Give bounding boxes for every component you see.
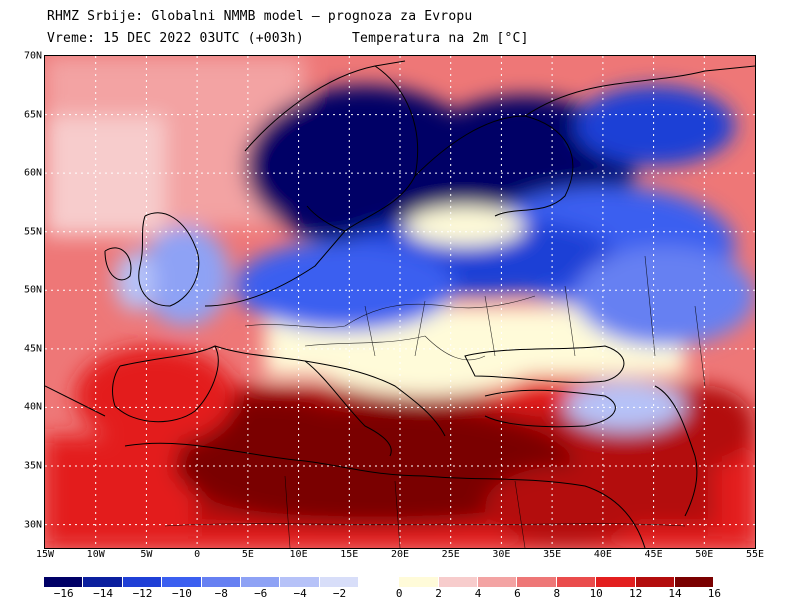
colorbar-tick-label: 2	[435, 587, 442, 600]
lon-label: 5W	[140, 549, 153, 560]
lat-label: 55N	[23, 226, 42, 238]
colorbar-tick-label: −4	[293, 587, 307, 600]
colorbar-swatch	[635, 577, 674, 587]
temperature-field	[45, 56, 755, 548]
lat-label: 70N	[23, 50, 42, 62]
colorbar-tick-label: −6	[254, 587, 268, 600]
colorbar-tick-label: 8	[553, 587, 561, 600]
colorbar-swatch	[596, 577, 635, 587]
lon-label: 10E	[289, 549, 308, 560]
lat-label: 35N	[23, 460, 42, 472]
lon-label: 35E	[543, 549, 562, 560]
colorbar-swatch	[478, 577, 517, 587]
colorbar-tick-label: −14	[93, 587, 114, 600]
colorbar-tick-label: 4	[474, 587, 482, 600]
colorbar-swatch	[319, 577, 359, 587]
lat-label: 45N	[23, 343, 42, 355]
colorbar-tick-label: 12	[628, 587, 643, 600]
lat-label: 65N	[23, 109, 42, 121]
lon-label: 10W	[86, 549, 105, 560]
colorbar-swatch	[201, 577, 240, 587]
colorbar-tick-label: 10	[589, 587, 603, 600]
colorbar-swatch	[44, 577, 83, 587]
colorbar-tick-label: 14	[668, 587, 682, 600]
lon-label: 25E	[441, 549, 460, 560]
colorbar-tick-label: 0	[395, 587, 403, 600]
lon-label: 40E	[593, 549, 612, 560]
map-subtitle: Vreme: 15 DEC 2022 03UTC (+003h) Tempera…	[47, 31, 529, 46]
temperature-map	[44, 55, 756, 549]
colorbar-tick-label: −8	[214, 587, 228, 600]
lon-label: 0	[194, 549, 201, 560]
colorbar-swatch	[162, 577, 201, 587]
graticule	[45, 56, 755, 548]
colorbar-swatch	[399, 577, 438, 587]
lon-label: 30E	[492, 549, 511, 560]
lon-label: 50E	[695, 549, 714, 560]
colorbar-swatch	[83, 577, 122, 587]
borders	[164, 255, 706, 548]
lon-label: 20E	[390, 549, 410, 560]
colorbar-swatch	[280, 577, 319, 587]
map-title: RHMZ Srbije: Globalni NMMB model — progn…	[47, 9, 473, 24]
colorbar-tick-label: −10	[171, 587, 192, 600]
colorbar-tick-label: 6	[514, 587, 521, 600]
lat-label: 50N	[23, 284, 42, 296]
lat-label: 30N	[23, 519, 42, 531]
lon-label: 55E	[745, 549, 765, 560]
colorbar-tick-label: −12	[132, 587, 153, 600]
colorbar-swatch	[517, 577, 556, 587]
coastlines	[45, 60, 755, 548]
lon-label: 15W	[35, 549, 55, 560]
colorbar-swatch	[122, 577, 162, 587]
colorbar-tick-label: −16	[53, 587, 74, 600]
colorbar-tick-label: −2	[332, 587, 347, 600]
colorbar-swatch	[556, 577, 596, 587]
lon-label: 15E	[340, 549, 359, 560]
lat-label: 40N	[23, 401, 42, 413]
lon-label: 45E	[644, 549, 663, 560]
lat-label: 60N	[23, 167, 42, 179]
lon-label: 5E	[241, 549, 254, 560]
colorbar-swatch	[438, 577, 477, 587]
colorbar-tick-label: 16	[707, 587, 722, 600]
colorbar-swatch	[241, 577, 280, 587]
colorbar-swatch	[675, 577, 714, 587]
